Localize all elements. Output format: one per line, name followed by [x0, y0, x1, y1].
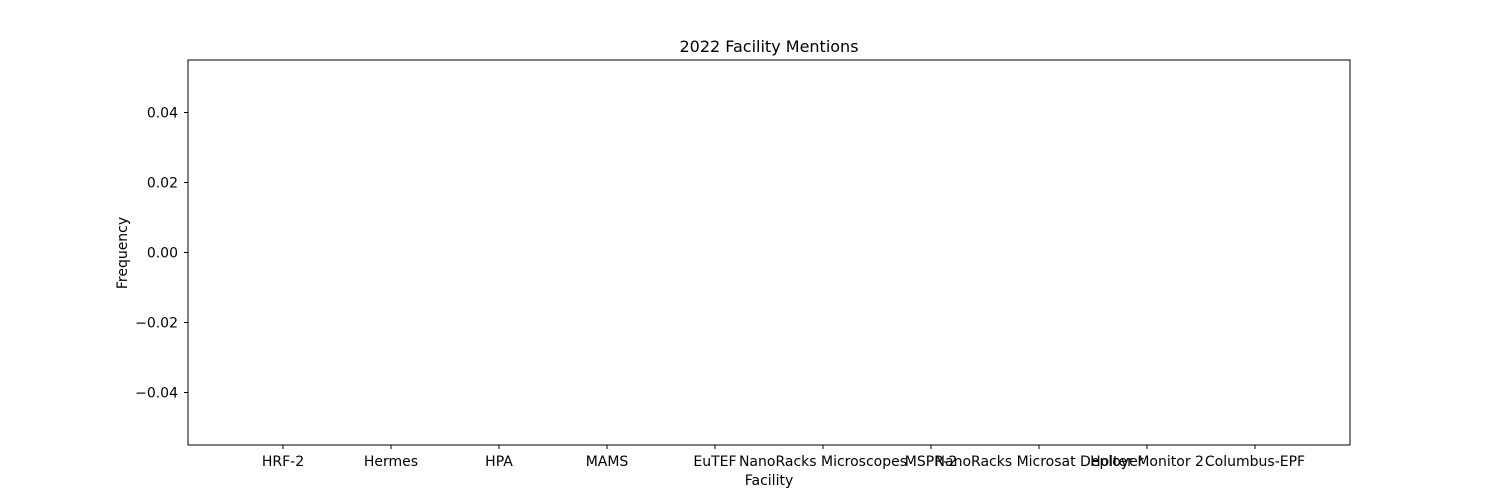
y-tick-label: 0.00 [147, 246, 178, 262]
x-tick-label: HRF-2 [262, 454, 304, 470]
y-tick-label: 0.02 [147, 176, 178, 192]
plot-area-frame [187, 59, 1351, 446]
y-tick-label: 0.04 [147, 106, 178, 122]
y-tick-label: −0.04 [135, 386, 178, 402]
x-tick-label: Columbus-EPF [1205, 454, 1305, 470]
x-axis-label: Facility [745, 473, 794, 489]
x-tick-label: HPA [485, 454, 513, 470]
x-tick-label: EuTEF [693, 454, 736, 470]
chart-title: 2022 Facility Mentions [679, 37, 858, 56]
y-axis-label: Frequency [115, 217, 131, 289]
x-tick-label: Holter Monitor 2 [1090, 454, 1204, 470]
y-tick-label: −0.02 [135, 316, 178, 332]
x-tick-label: MSPR-2 [905, 454, 958, 470]
x-tick-label: NanoRacks Microsat Deployer [935, 454, 1144, 470]
x-tick-label: NanoRacks Microscopes [739, 454, 907, 470]
y-axis: 0.04 0.02 0.00 −0.02 −0.04 [135, 106, 188, 402]
x-tick-label: Hermes [364, 454, 418, 470]
x-tick-label: MAMS [586, 454, 629, 470]
x-axis: HRF-2 Hermes HPA MAMS EuTEF NanoRacks Microsc… [262, 445, 1305, 470]
